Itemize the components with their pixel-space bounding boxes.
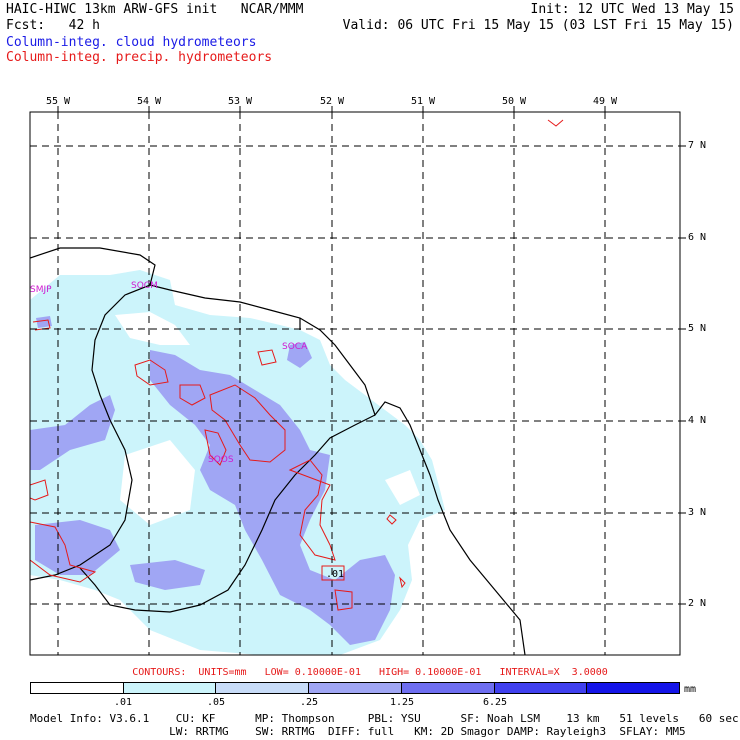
lat-label-6n: 6 N xyxy=(688,232,707,243)
station-smjp: SMJP xyxy=(30,285,52,295)
colorbar-tick: .05 xyxy=(206,697,226,708)
lat-label-4n: 4 N xyxy=(688,415,707,426)
model-info-line-1: Model Info: V3.6.1 CU: KF MP: Thompson P… xyxy=(30,712,739,725)
station-soos: SOOS xyxy=(208,455,234,465)
station-soca: SOCA xyxy=(282,342,308,352)
forecast-hour: Fcst: 42 h xyxy=(6,18,100,33)
map-frame xyxy=(29,111,681,656)
colorbar-segment xyxy=(494,683,588,693)
colorbar-segment xyxy=(216,683,310,693)
colorbar-tick: .01 xyxy=(113,697,133,708)
lat-label-7n: 7 N xyxy=(688,140,707,151)
colorbar-segment xyxy=(587,683,680,693)
lat-label-3n: 3 N xyxy=(688,507,707,518)
colorbar xyxy=(30,682,680,694)
coastline xyxy=(30,247,156,581)
lon-label-52w: 52 W xyxy=(319,96,345,107)
contour-value-label: .01 xyxy=(326,569,344,580)
colorbar-segment xyxy=(123,683,217,693)
cloud-field-mid xyxy=(150,350,395,645)
colorbar-units: mm xyxy=(684,684,697,695)
init-time: Init: 12 UTC Wed 13 May 15 xyxy=(530,2,735,17)
colorbar-tick: 1.25 xyxy=(389,697,415,708)
lon-label-49w: 49 W xyxy=(592,96,618,107)
colorbar-segment xyxy=(309,683,402,693)
lon-label-53w: 53 W xyxy=(227,96,253,107)
lon-label-54w: 54 W xyxy=(136,96,162,107)
lat-label-2n: 2 N xyxy=(688,598,707,609)
graticule xyxy=(30,112,680,655)
model-info-line-2: LW: RRTMG SW: RRTMG DIFF: full KM: 2D Sm… xyxy=(30,725,686,738)
valid-time: Valid: 06 UTC Fri 15 May 15 (03 LST Fri … xyxy=(342,18,734,33)
colorbar-tick: .25 xyxy=(299,697,319,708)
precip-field-label: Column-integ. precip. hydrometeors xyxy=(6,50,273,65)
colorbar-segment xyxy=(31,683,124,693)
colorbar-segment xyxy=(401,683,495,693)
colorbar-tick: 6.25 xyxy=(482,697,508,708)
contours-info: CONTOURS: UNITS=mm LOW= 0.10000E-01 HIGH… xyxy=(132,667,608,678)
lat-label-5n: 5 N xyxy=(688,323,707,334)
station-socm: SOCM xyxy=(131,281,158,291)
map-title: HAIC-HIWC 13km ARW-GFS init NCAR/MMM xyxy=(6,2,304,17)
lon-label-55w: 55 W xyxy=(45,96,71,107)
lon-label-51w: 51 W xyxy=(410,96,436,107)
lon-label-50w: 50 W xyxy=(501,96,527,107)
cloud-field-label: Column-integ. cloud hydrometeors xyxy=(6,35,257,50)
